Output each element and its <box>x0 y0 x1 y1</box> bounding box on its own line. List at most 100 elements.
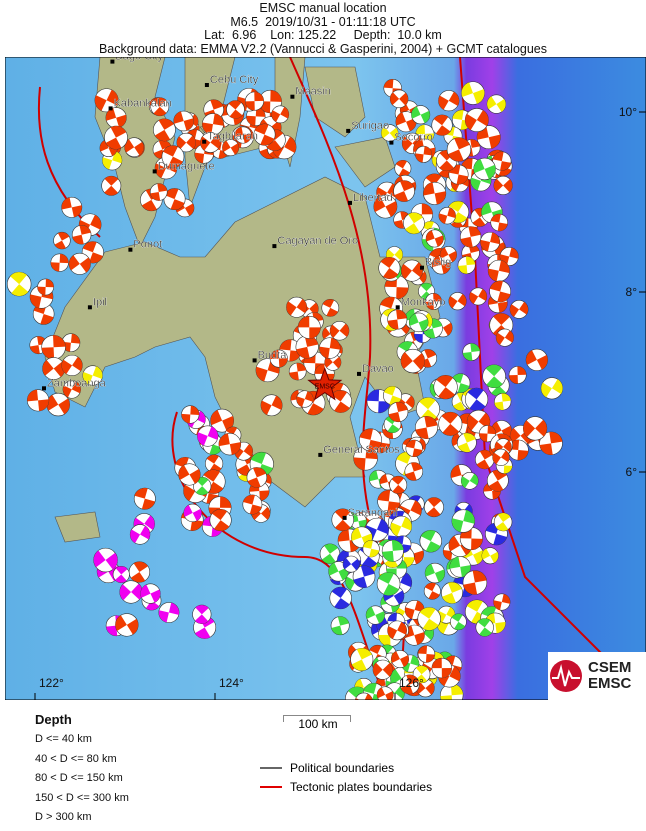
legend-depth-3: 80 < D <= 150 km <box>35 772 123 784</box>
city-label: Bislig <box>425 257 451 269</box>
focal-mechanism-beachball <box>423 582 441 600</box>
city-marker <box>42 386 46 391</box>
focal-mechanism-beachball <box>540 377 563 400</box>
focal-mechanism-beachball <box>93 547 118 573</box>
focal-mechanism-beachball <box>481 547 499 565</box>
focal-mechanism-beachball <box>450 613 467 631</box>
focal-mechanism-beachball <box>378 256 401 279</box>
focal-mechanism-beachball <box>411 105 431 125</box>
focal-mechanism-beachball <box>415 145 433 163</box>
focal-mechanism-beachball <box>424 562 446 584</box>
focal-mechanism-beachball <box>493 512 513 532</box>
focal-mechanism-beachball <box>329 390 353 413</box>
focal-mechanism-beachball <box>492 448 510 466</box>
focal-mechanism-beachball <box>388 401 409 423</box>
focal-mechanism-beachball <box>475 449 495 470</box>
scale-bar <box>283 715 351 722</box>
city-marker <box>202 139 207 144</box>
focal-mechanism-beachball <box>383 385 403 405</box>
city-label: Zamboanga <box>47 377 107 389</box>
city-label: Ponot <box>133 239 162 251</box>
city-label: General Santos <box>323 444 400 456</box>
city-label: Cagayan de Oro <box>277 235 358 247</box>
focal-mechanism-beachball <box>37 278 54 296</box>
background-data-note: Background data: EMMA V2.2 (Vannucci & G… <box>98 41 548 56</box>
focal-mechanism-beachball <box>438 90 460 112</box>
epicenter-marker[interactable]: EMSC <box>307 367 343 401</box>
line-legend: Political boundaries Tectonic plates bou… <box>260 758 432 796</box>
legend-depth-2: 40 < D <= 80 km <box>35 752 117 765</box>
focal-mechanism-beachball <box>492 151 512 171</box>
focal-mechanism-beachball <box>200 132 221 153</box>
city-marker <box>346 128 351 133</box>
focal-mechanism-beachball <box>451 509 475 533</box>
epicenter-star-icon[interactable] <box>307 367 343 401</box>
focal-mechanism-beachball <box>499 247 519 266</box>
focal-mechanism-beachball <box>329 321 350 341</box>
csem-emsc-logo: CSEM EMSC <box>548 652 646 700</box>
event-location: Lat: 6.96 Lon: 125.22 Depth: 10.0 km <box>204 28 442 42</box>
focal-mechanism-beachball <box>390 515 413 538</box>
legend-depth-4: 150 < D <= 300 km <box>35 791 129 804</box>
focal-mechanism-beachball <box>41 334 66 360</box>
focal-mechanism-beachball <box>249 451 274 477</box>
focal-mechanism-beachball <box>150 97 170 117</box>
focal-mechanism-beachball <box>459 526 483 551</box>
focal-mechanism-beachball <box>417 645 436 663</box>
political-boundaries-label: Political boundaries <box>290 760 395 775</box>
focal-mechanism-beachball <box>53 231 71 250</box>
focal-mechanism-beachball <box>475 618 494 637</box>
focal-mechanism-beachball <box>295 335 319 359</box>
city-marker <box>348 200 352 205</box>
city-marker <box>318 452 323 457</box>
focal-mechanism-beachball <box>523 416 548 441</box>
logo-line2: EMSC <box>588 675 632 692</box>
focal-mechanism-beachball <box>362 540 380 558</box>
focal-mechanism-beachball <box>202 113 224 136</box>
focal-mechanism-beachball <box>395 111 417 133</box>
city-marker <box>128 247 133 252</box>
focal-mechanism-beachball <box>423 181 447 205</box>
focal-mechanism-beachball <box>425 293 442 310</box>
focal-mechanism-beachball <box>464 108 489 133</box>
focal-mechanism-beachball <box>104 125 128 150</box>
city-label: Dumaguete <box>158 160 215 172</box>
city-label: Sarangani <box>348 507 398 519</box>
focal-mechanism-beachball <box>469 287 488 306</box>
focal-mechanism-beachball <box>365 605 385 625</box>
focal-mechanism-beachball <box>330 616 350 636</box>
focal-mechanism-beachball <box>173 110 194 132</box>
focal-mechanism-beachball <box>245 91 265 111</box>
focal-mechanism-beachball <box>473 157 496 181</box>
focal-mechanism-beachball <box>46 392 70 417</box>
focal-mechanism-beachball <box>321 299 340 317</box>
focal-mechanism-beachball <box>389 89 409 109</box>
focal-mechanism-beachball <box>359 428 382 452</box>
focal-mechanism-beachball <box>508 366 527 384</box>
city-marker <box>110 59 115 64</box>
focal-mechanism-beachball <box>197 425 219 447</box>
focal-mechanism-beachball <box>286 296 308 318</box>
focal-mechanism-beachball <box>234 126 252 144</box>
focal-mechanism-beachball <box>176 132 196 153</box>
city-marker <box>342 515 347 520</box>
focal-mechanism-beachball <box>140 583 161 604</box>
focal-mechanism-beachball <box>297 315 321 339</box>
focal-mechanism-beachball <box>485 522 508 546</box>
focal-mechanism-beachball <box>400 259 423 282</box>
focal-mechanism-beachball <box>246 467 268 488</box>
seismicity-map: Bago City Cebu City Kabankalan Maasin Suriga… <box>5 57 646 700</box>
focal-mechanism-beachball <box>119 580 143 604</box>
focal-mechanism-beachball <box>493 175 513 196</box>
focal-mechanism-beachball <box>457 256 476 275</box>
epicenter-label: EMSC <box>315 384 335 391</box>
focal-mechanism-beachball <box>101 175 122 196</box>
focal-mechanism-beachball <box>525 348 548 372</box>
focal-mechanism-beachball <box>462 343 481 361</box>
focal-mechanism-beachball <box>448 292 467 311</box>
focal-mechanism-beachball <box>61 196 83 218</box>
logo-line1: CSEM <box>588 659 632 676</box>
focal-mechanism-beachball <box>242 494 263 515</box>
city-label: Bago City <box>115 57 163 63</box>
city-marker <box>389 140 394 145</box>
